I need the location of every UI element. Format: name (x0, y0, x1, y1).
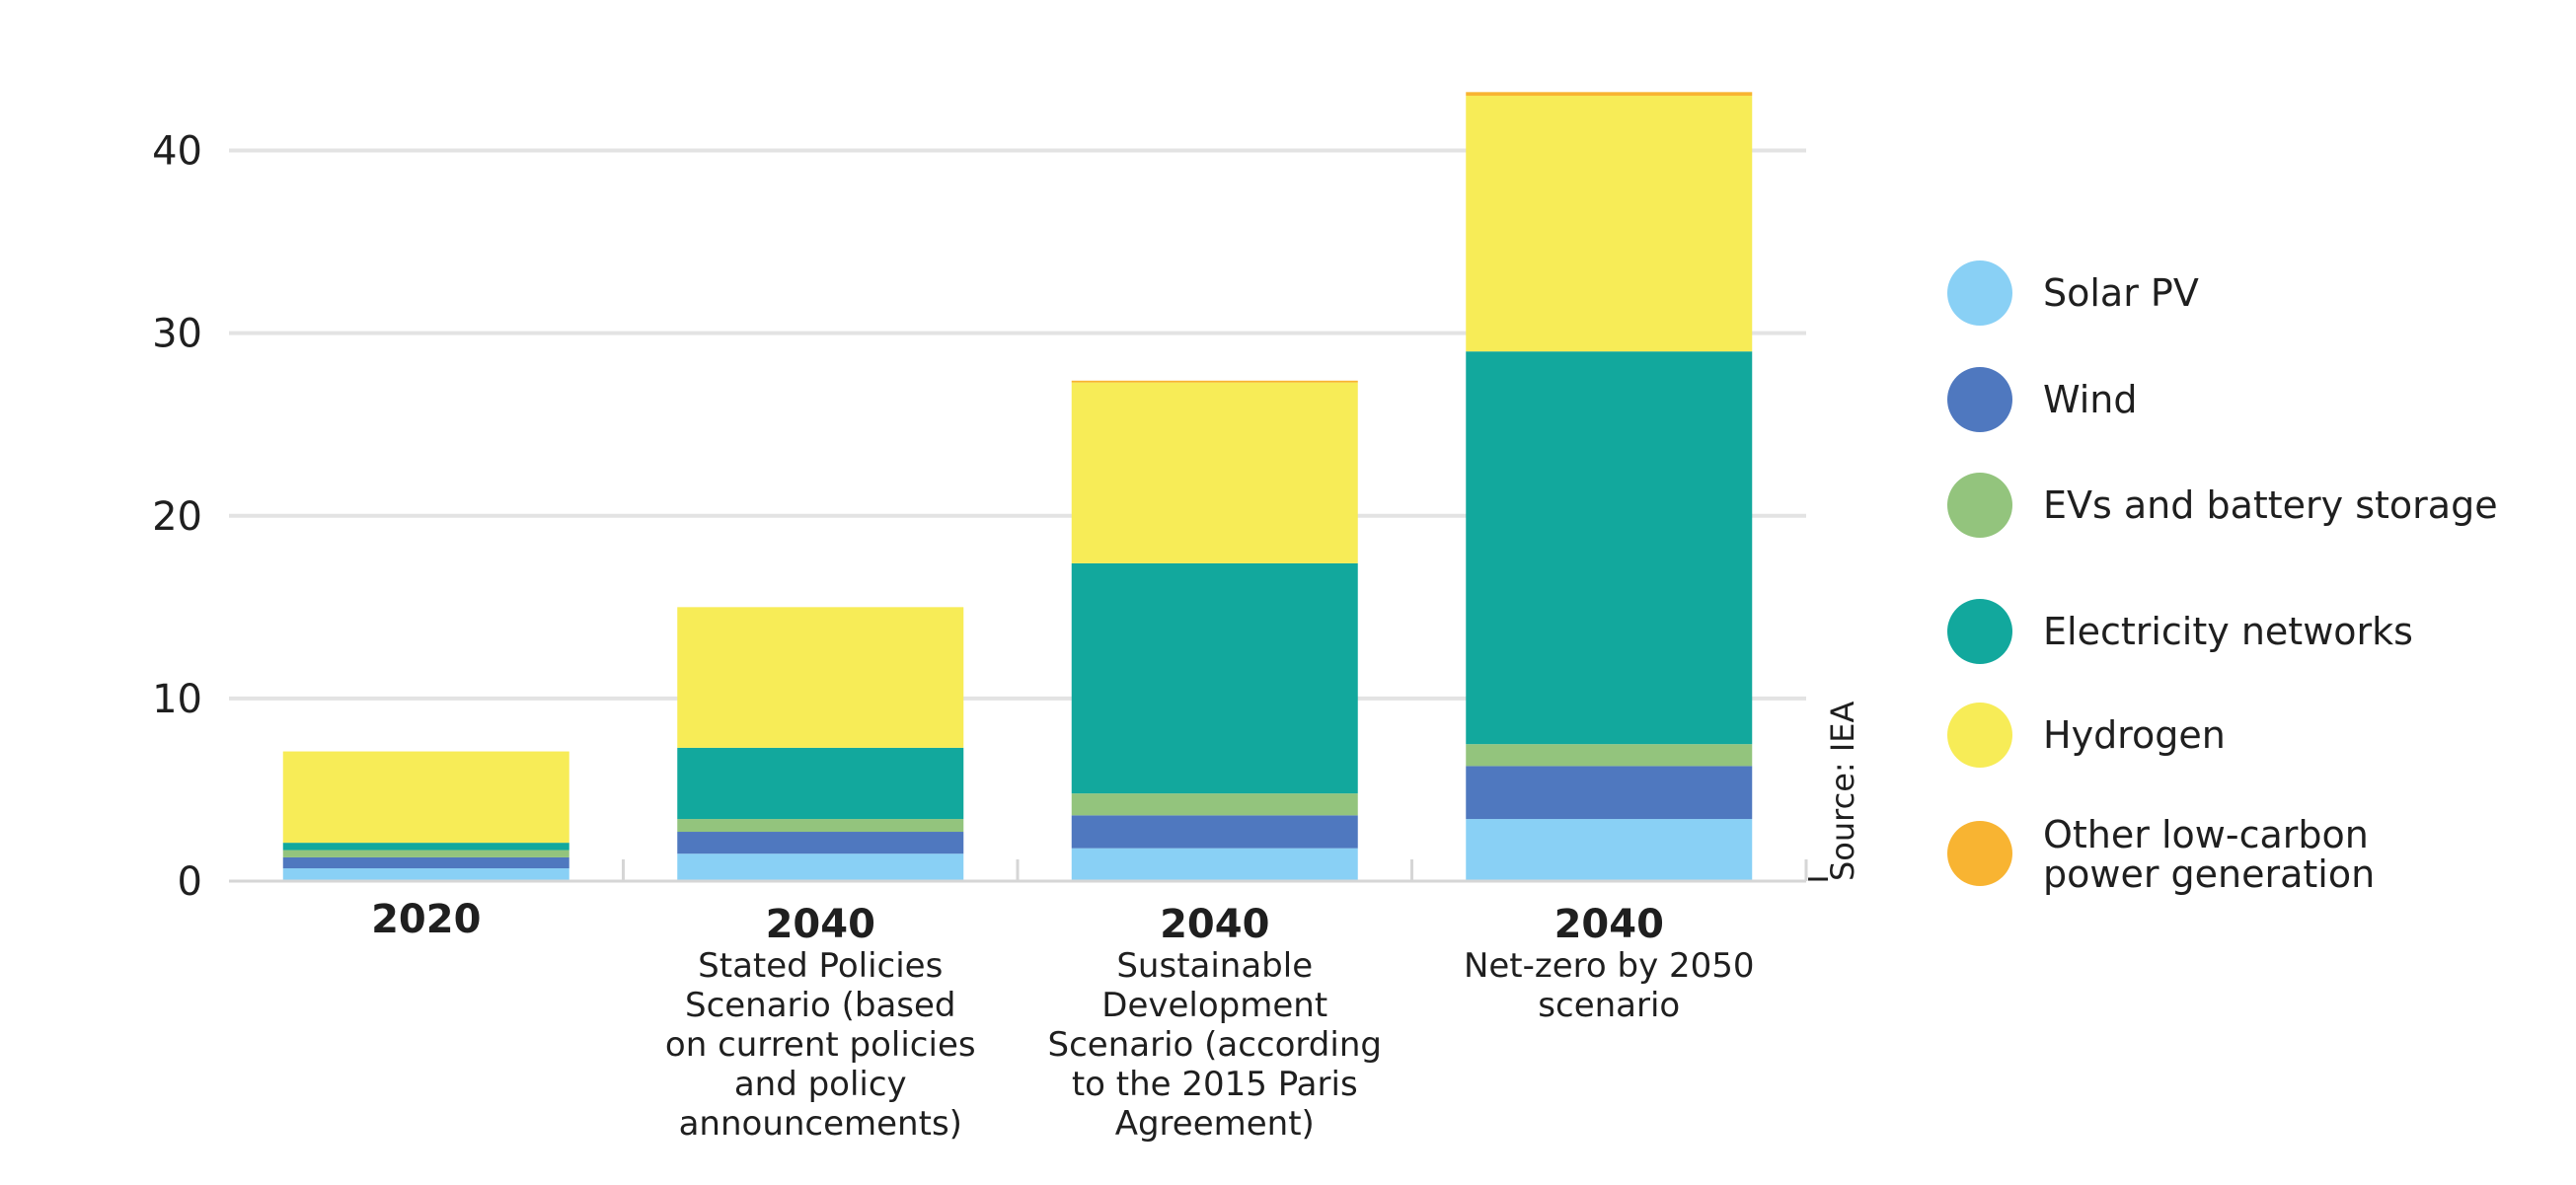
legend-label: Hydrogen (2043, 713, 2226, 757)
category-description-line: Net-zero by 2050 (1464, 946, 1755, 986)
legend-swatch (1947, 599, 2012, 664)
bar-segment-hydrogen (282, 751, 569, 844)
category-description-line: on current policies (665, 1025, 976, 1065)
bar-segment-evs-and-battery-storage (1466, 744, 1753, 767)
legend-swatch (1947, 703, 2012, 768)
legend-swatch (1947, 821, 2012, 886)
legend-swatch (1947, 473, 2012, 538)
legend-label: power generation (2043, 852, 2375, 896)
bar-segment-wind (1071, 815, 1358, 849)
bar-segment-solar-pv (1466, 819, 1753, 881)
y-tick-label: 20 (152, 494, 202, 540)
category-description-line: Scenario (according (1048, 1025, 1382, 1065)
category-description-line: announcements) (679, 1104, 962, 1144)
category-description-line: Scenario (based (685, 986, 956, 1025)
y-axis-tick-labels: 0 10 20 30 40 (152, 129, 202, 905)
category-description-line: scenario (1538, 986, 1680, 1025)
legend-label: Other low-carbon (2043, 813, 2369, 856)
category-year-label: 2040 (766, 902, 875, 947)
bar-segment-electricity-networks (1466, 351, 1753, 745)
bar-segment-solar-pv (677, 853, 964, 881)
bars (282, 92, 1753, 881)
bar-segment-hydrogen (1071, 382, 1358, 563)
bar-segment-other-low-carbon-power-generation (1466, 92, 1753, 97)
legend-label: Electricity networks (2043, 610, 2413, 653)
y-tick-label: 40 (152, 129, 202, 175)
bar-segment-hydrogen (1466, 96, 1753, 352)
legend-label: Wind (2043, 378, 2138, 421)
bar-segment-evs-and-battery-storage (1071, 793, 1358, 816)
bar-segment-wind (1466, 766, 1753, 820)
bar-segment-solar-pv (282, 868, 569, 881)
legend-label: EVs and battery storage (2043, 483, 2498, 527)
bar-segment-other-low-carbon-power-generation (1071, 380, 1358, 383)
bar-segment-solar-pv (1071, 848, 1358, 881)
bar-segment-electricity-networks (677, 747, 964, 820)
category-description-line: Development (1101, 986, 1327, 1025)
category-description-line: Stated Policies (698, 946, 943, 986)
category-year-label: 2040 (1160, 902, 1269, 947)
bar-segment-evs-and-battery-storage (282, 850, 569, 857)
y-tick-label: 30 (152, 312, 202, 357)
legend-label: Solar PV (2043, 271, 2199, 315)
bar-segment-electricity-networks (282, 843, 569, 851)
category-description-line: and policy (734, 1065, 907, 1104)
legend: Solar PV Wind EVs and battery storage Elect… (1947, 260, 2498, 896)
legend-swatch (1947, 260, 2012, 326)
bar-segment-evs-and-battery-storage (677, 819, 964, 833)
category-year-label: 2020 (371, 897, 481, 942)
bar-segment-hydrogen (677, 607, 964, 748)
category-description-line: Sustainable (1116, 946, 1313, 986)
bar-segment-electricity-networks (1071, 562, 1358, 794)
source-note: Source: IEA (1824, 701, 1861, 881)
bar-segment-wind (677, 832, 964, 854)
x-axis (229, 859, 1828, 883)
category-description-line: to the 2015 Paris (1072, 1065, 1358, 1104)
category-year-label: 2040 (1554, 902, 1664, 947)
y-tick-label: 0 (178, 859, 202, 905)
bar-segment-wind (282, 856, 569, 869)
category-description-line: Agreement) (1115, 1104, 1315, 1144)
y-tick-label: 10 (152, 677, 202, 722)
legend-swatch (1947, 367, 2012, 432)
